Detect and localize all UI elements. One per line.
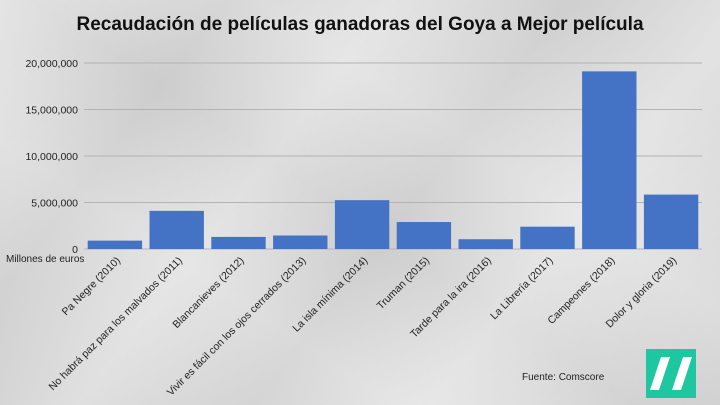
- bar: [273, 235, 328, 249]
- logo-background: [646, 349, 696, 398]
- y-tick-label: 15,000,000: [25, 105, 78, 117]
- bar: [396, 222, 452, 249]
- x-tick-label: Vivir es fácil con los ojos cerrados (20…: [165, 255, 309, 399]
- bar: [211, 236, 266, 249]
- huffpost-logo-icon: [646, 349, 696, 398]
- logo-stroke-right: [672, 357, 692, 390]
- logo-stroke-left: [650, 357, 670, 390]
- bar: [520, 226, 575, 249]
- x-tick-label: Campeones (2018): [545, 255, 617, 327]
- x-tick-label: Dolor y gloria (2019): [603, 255, 679, 331]
- bar: [149, 210, 204, 249]
- y-axis-ticks: 0 5,000,000 10,000,000 15,000,000 20,000,000: [25, 58, 78, 256]
- y-tick-label: 20,000,000: [25, 58, 78, 70]
- bars: [87, 71, 699, 250]
- bar: [643, 194, 699, 249]
- y-tick-label: 5,000,000: [31, 198, 78, 210]
- x-tick-label: Truman (2015): [375, 255, 432, 312]
- bar: [582, 71, 637, 250]
- y-tick-label: 10,000,000: [25, 151, 78, 163]
- x-tick-label: La Librería (2017): [488, 255, 556, 323]
- x-tick-label: No habrá paz para los malvados (2011): [46, 255, 184, 393]
- chart-title: Recaudación de películas ganadoras del G…: [76, 14, 644, 35]
- y-axis-unit-label: Millones de euros: [6, 254, 85, 265]
- bar: [334, 200, 390, 249]
- y-tick-label: 0: [72, 244, 78, 256]
- source-note: Fuente: Comscore: [522, 372, 605, 383]
- bar: [458, 239, 513, 249]
- bar: [87, 240, 143, 249]
